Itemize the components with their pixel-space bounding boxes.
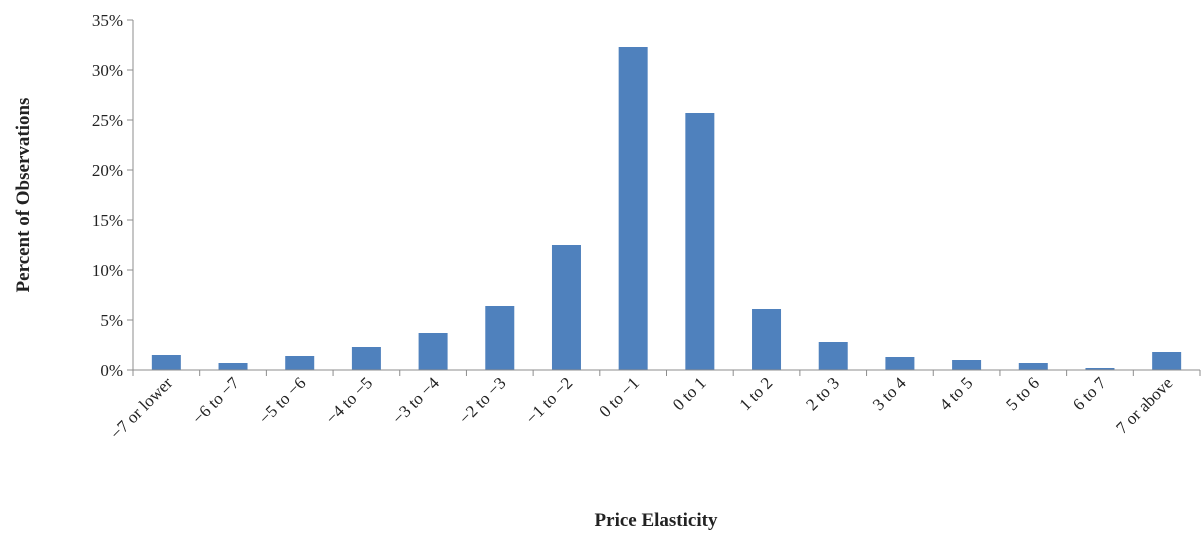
- x-tick-label: 1 to 2: [736, 373, 777, 414]
- x-tick-label: −4 to −5: [322, 373, 376, 427]
- bar: [351, 347, 381, 370]
- x-tick-label: −6 to −7: [188, 373, 243, 428]
- y-tick-label: 35%: [92, 11, 123, 30]
- bar: [218, 363, 248, 370]
- bar: [485, 306, 515, 370]
- bar: [1152, 352, 1182, 370]
- x-tick-label: 5 to 6: [1002, 373, 1043, 414]
- x-tick-label: 3 to 4: [869, 373, 910, 414]
- x-tick-label: −5 to −6: [255, 373, 309, 427]
- bar: [818, 342, 848, 370]
- x-tick-label: 2 to 3: [802, 373, 843, 414]
- bar: [1018, 363, 1048, 370]
- x-axis-title: Price Elasticity: [595, 510, 718, 531]
- y-tick-label: 30%: [92, 61, 123, 80]
- y-tick-label: 25%: [92, 111, 123, 130]
- x-tick-label: −3 to −4: [389, 373, 444, 428]
- y-axis-ticks: 0% 5% 10% 15% 20% 25% 30% 35%: [92, 11, 133, 380]
- y-tick-label: 20%: [92, 161, 123, 180]
- x-tick-label: −2 to −3: [455, 373, 509, 427]
- x-tick-label: 0 to 1: [669, 373, 710, 414]
- bar: [1085, 368, 1115, 370]
- x-tick-label: 0 to −1: [595, 373, 643, 421]
- bar: [752, 309, 782, 370]
- bar: [151, 355, 181, 370]
- bar: [418, 333, 448, 370]
- bar: [618, 47, 648, 370]
- bar: [952, 360, 982, 370]
- bar: [285, 356, 315, 370]
- bar: [551, 245, 581, 370]
- x-tick-label: 7 or above: [1112, 373, 1176, 437]
- x-tick-label: −1 to −2: [522, 373, 576, 427]
- y-tick-label: 15%: [92, 211, 123, 230]
- y-axis-title: Percent of Observations: [13, 98, 34, 293]
- y-tick-label: 10%: [92, 261, 123, 280]
- y-tick-label: 0%: [100, 361, 123, 380]
- bars: [151, 47, 1182, 370]
- x-tick-label: 4 to 5: [936, 373, 977, 414]
- x-tick-label: 6 to 7: [1069, 373, 1110, 414]
- bar: [885, 357, 915, 370]
- axes: [132, 20, 1201, 376]
- bar: [685, 113, 715, 370]
- y-tick-label: 5%: [100, 311, 123, 330]
- x-axis-tick-labels: −7 or lower −6 to −7 −5 to −6 −4 to −5 −3 to…: [107, 373, 1177, 443]
- x-tick-label: −7 or lower: [107, 373, 177, 443]
